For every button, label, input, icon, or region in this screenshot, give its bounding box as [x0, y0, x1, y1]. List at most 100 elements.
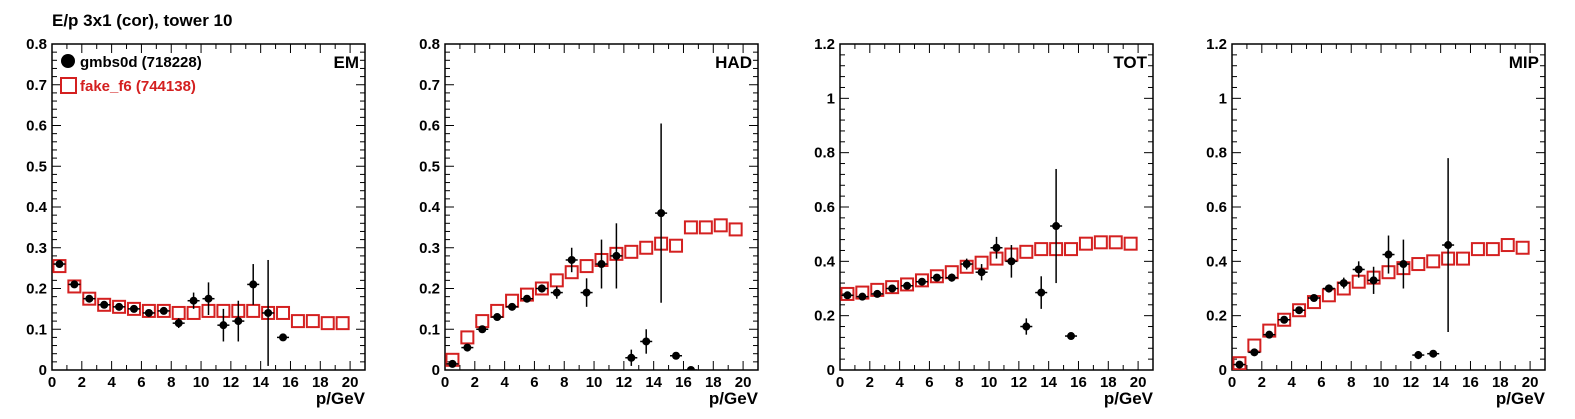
data-point-fake-f6	[290, 314, 305, 329]
x-axis-label: p/GeV	[1496, 389, 1546, 408]
data-point-gmbs0d	[1414, 351, 1423, 360]
panel-label: EM	[334, 53, 360, 72]
data-point-gmbs0d	[1369, 276, 1378, 285]
x-tick-label: 16	[1462, 374, 1479, 391]
x-tick-label: 10	[981, 374, 998, 391]
data-point-gmbs0d	[843, 291, 852, 300]
data-point-gmbs0d	[1339, 279, 1348, 288]
data-point-gmbs0d	[686, 366, 695, 370]
data-point-gmbs0d	[234, 317, 243, 326]
x-tick-label: 20	[735, 374, 752, 391]
data-point-gmbs0d	[1067, 332, 1076, 341]
x-tick-label: 16	[675, 374, 692, 391]
data-point-gmbs0d	[1324, 284, 1333, 293]
y-tick-label: 0	[827, 362, 835, 379]
x-tick-label: 0	[1228, 374, 1236, 391]
data-point-fake-f6	[669, 238, 684, 253]
x-axis-label: p/GeV	[316, 389, 366, 408]
x-tick-label: 4	[107, 374, 116, 391]
x-tick-label: 10	[193, 374, 210, 391]
x-tick-label: 18	[312, 374, 329, 391]
y-tick-label: 0.2	[1206, 308, 1227, 325]
x-tick-label: 2	[1258, 374, 1266, 391]
data-point-gmbs0d	[129, 304, 138, 313]
y-tick-label: 1	[1219, 90, 1227, 107]
x-tick-label: 8	[955, 374, 963, 391]
y-tick-label: 0.3	[26, 240, 47, 257]
data-point-gmbs0d	[144, 308, 153, 317]
x-tick-label: 4	[895, 374, 904, 391]
y-tick-label: 0.4	[1206, 253, 1228, 270]
x-tick-label: 10	[586, 374, 603, 391]
data-point-fake-f6	[1034, 242, 1049, 257]
y-tick-label: 0.5	[26, 158, 47, 175]
data-point-fake-f6	[885, 280, 900, 295]
x-tick-label: 18	[1100, 374, 1117, 391]
y-tick-label: 0.2	[814, 308, 835, 325]
panel-label: MIP	[1509, 53, 1539, 72]
y-tick-label: 0	[432, 362, 440, 379]
panel-tot: 0 2 4 6 8 10 12 14 16 18 20 0 0.2 0.4 0.6 0.8 1 1.2 p/GeV T…	[814, 36, 1154, 408]
data-point-gmbs0d	[174, 319, 183, 328]
data-point-gmbs0d	[1250, 348, 1259, 357]
data-point-gmbs0d	[55, 260, 64, 269]
figure-title: E/p 3x1 (cor), tower 10	[52, 11, 232, 30]
data-point-gmbs0d	[100, 300, 109, 309]
panel-label: TOT	[1113, 53, 1147, 72]
data-point-gmbs0d	[249, 280, 258, 289]
x-tick-label: 16	[1070, 374, 1087, 391]
y-tick-label: 1.2	[1206, 36, 1227, 53]
x-tick-label: 2	[471, 374, 479, 391]
data-point-fake-f6	[914, 273, 929, 288]
data-point-fake-f6	[1019, 244, 1034, 259]
data-point-fake-f6	[683, 220, 698, 235]
x-tick-label: 16	[282, 374, 299, 391]
y-tick-label: 0.1	[419, 321, 440, 338]
x-tick-label: 14	[645, 374, 662, 391]
data-point-gmbs0d	[992, 243, 1001, 252]
legend-label-fake-f6: fake_f6 (744138)	[80, 78, 196, 95]
data-point-fake-f6	[840, 286, 855, 301]
x-tick-label: 12	[1011, 374, 1028, 391]
data-point-gmbs0d	[264, 308, 273, 317]
data-point-gmbs0d	[1007, 257, 1016, 266]
x-tick-label: 18	[1492, 374, 1509, 391]
x-tick-label: 2	[866, 374, 874, 391]
data-point-gmbs0d	[552, 288, 561, 297]
data-point-gmbs0d	[612, 251, 621, 260]
data-point-gmbs0d	[1354, 265, 1363, 274]
y-tick-label: 0.7	[26, 77, 47, 94]
data-point-fake-f6	[549, 273, 564, 288]
data-point-gmbs0d	[1399, 260, 1408, 269]
data-point-gmbs0d	[159, 306, 168, 315]
data-point-gmbs0d	[1280, 315, 1289, 324]
panels: 0 2 4 6 8 10 12 14 16 18 2000.10.20.30.40.50.60.70…	[26, 36, 1546, 408]
data-point-gmbs0d	[448, 359, 457, 368]
data-point-fake-f6	[713, 218, 728, 233]
x-tick-label: 12	[223, 374, 240, 391]
data-point-gmbs0d	[888, 284, 897, 293]
data-point-gmbs0d	[567, 255, 576, 264]
data-point-gmbs0d	[522, 294, 531, 303]
data-point-gmbs0d	[537, 284, 546, 293]
data-point-fake-f6	[1078, 236, 1093, 251]
data-point-gmbs0d	[70, 280, 79, 289]
x-tick-label: 6	[1317, 374, 1325, 391]
y-tick-label: 0.4	[26, 199, 48, 216]
y-tick-label: 0	[1219, 362, 1227, 379]
data-point-fake-f6	[929, 269, 944, 284]
y-tick-label: 1.2	[814, 36, 835, 53]
x-tick-label: 6	[925, 374, 933, 391]
data-point-fake-f6	[1123, 236, 1138, 251]
data-point-fake-f6	[698, 220, 713, 235]
data-point-fake-f6	[1485, 242, 1500, 257]
x-axis-label: p/GeV	[709, 389, 759, 408]
data-point-fake-f6	[1470, 242, 1485, 257]
panel-em: 0 2 4 6 8 10 12 14 16 18 20 0 0.1 0.2 0.3 0.4 0.5 0.6 0.7 0…	[26, 36, 366, 408]
x-tick-label: 20	[1522, 374, 1539, 391]
data-point-fake-f6	[900, 277, 915, 292]
data-point-gmbs0d	[115, 302, 124, 311]
x-tick-label: 18	[705, 374, 722, 391]
legend-label-gmbs0d: gmbs0d (718228)	[80, 54, 202, 71]
data-point-gmbs0d	[903, 281, 912, 290]
